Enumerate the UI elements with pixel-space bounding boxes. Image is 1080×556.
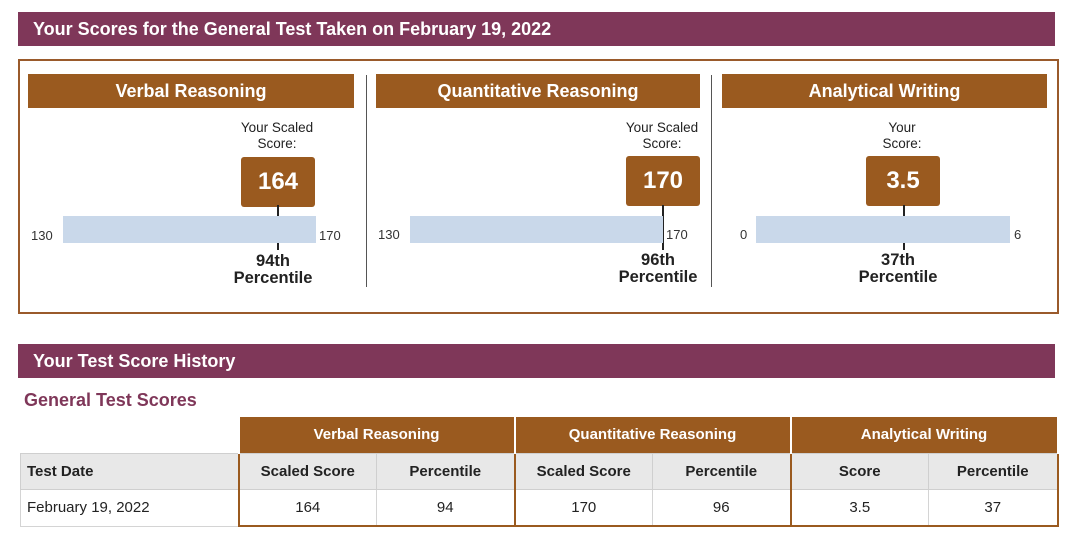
quantitative-percentile: 96th Percentile bbox=[618, 251, 698, 286]
quantitative-score-caption: Your Scaled Score: bbox=[625, 120, 699, 151]
history-subtitle: General Test Scores bbox=[24, 390, 197, 410]
verbal-scale-max: 170 bbox=[319, 228, 341, 243]
cell-writing-percentile: 37 bbox=[927, 488, 1059, 527]
writing-score-bar bbox=[756, 216, 1010, 243]
cell-verbal-percentile: 94 bbox=[376, 488, 515, 527]
writing-score-badge: 3.5 bbox=[866, 156, 940, 206]
col-quant-percentile: Percentile bbox=[652, 452, 791, 490]
quantitative-header: Quantitative Reasoning bbox=[376, 74, 700, 108]
col-quant-score: Scaled Score bbox=[513, 452, 653, 490]
column-header-row: Test Date Scaled Score Percentile Scaled… bbox=[20, 452, 1059, 490]
cell-verbal-score: 164 bbox=[237, 488, 377, 527]
group-verbal: Verbal Reasoning bbox=[237, 417, 516, 453]
history-banner: Your Test Score History bbox=[18, 344, 1055, 378]
section-divider bbox=[366, 75, 367, 287]
col-test-date: Test Date bbox=[20, 452, 239, 490]
score-history-table: Verbal Reasoning Quantitative Reasoning … bbox=[20, 417, 1059, 527]
verbal-score-badge: 164 bbox=[241, 157, 315, 207]
cell-quant-percentile: 96 bbox=[652, 488, 791, 527]
cell-writing-score: 3.5 bbox=[789, 488, 929, 527]
quantitative-score-badge: 170 bbox=[626, 156, 700, 206]
cell-test-date: February 19, 2022 bbox=[20, 488, 239, 527]
section-divider bbox=[711, 75, 712, 287]
col-verbal-score: Scaled Score bbox=[237, 452, 377, 490]
writing-header: Analytical Writing bbox=[722, 74, 1047, 108]
scores-panel bbox=[18, 59, 1059, 314]
quantitative-scale-max: 170 bbox=[666, 227, 688, 242]
group-header-row: Verbal Reasoning Quantitative Reasoning … bbox=[20, 417, 1059, 453]
verbal-header: Verbal Reasoning bbox=[28, 74, 354, 108]
cell-quant-score: 170 bbox=[513, 488, 653, 527]
col-writing-score: Score bbox=[789, 452, 929, 490]
quantitative-score-bar bbox=[410, 216, 663, 243]
verbal-score-caption: Your Scaled Score: bbox=[240, 120, 314, 151]
group-quantitative: Quantitative Reasoning bbox=[513, 417, 792, 453]
table-row: February 19, 2022 164 94 170 96 3.5 37 bbox=[20, 488, 1059, 527]
scores-banner: Your Scores for the General Test Taken o… bbox=[18, 12, 1055, 46]
col-verbal-percentile: Percentile bbox=[376, 452, 515, 490]
writing-scale-max: 6 bbox=[1014, 227, 1022, 242]
writing-score-caption: Your Score: bbox=[882, 120, 922, 151]
writing-scale-min: 0 bbox=[740, 227, 748, 242]
verbal-scale-min: 130 bbox=[31, 228, 53, 243]
verbal-score-bar bbox=[63, 216, 316, 243]
verbal-percentile: 94th Percentile bbox=[233, 252, 313, 287]
quantitative-scale-min: 130 bbox=[378, 227, 400, 242]
writing-percentile: 37th Percentile bbox=[858, 251, 938, 286]
col-writing-percentile: Percentile bbox=[927, 452, 1059, 490]
group-writing: Analytical Writing bbox=[789, 417, 1059, 453]
